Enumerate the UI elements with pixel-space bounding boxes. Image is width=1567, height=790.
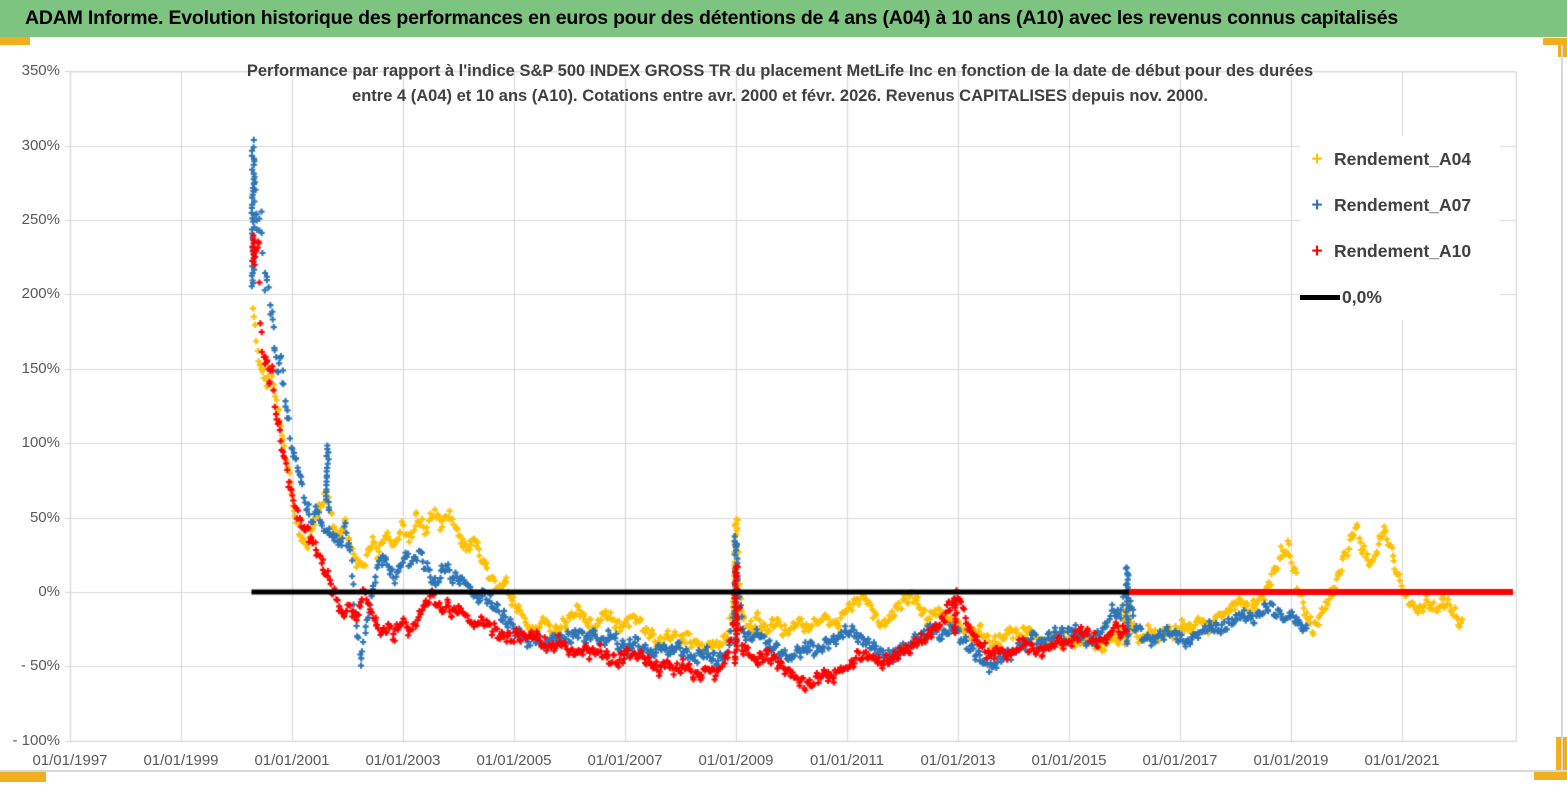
y-tick-label: 250% xyxy=(21,211,60,229)
plus-marker-icon: + xyxy=(1311,194,1323,216)
y-tick-label: 350% xyxy=(21,62,60,80)
y-tick-label: 200% xyxy=(21,285,60,303)
x-tick-label: 01/01/2021 xyxy=(1364,752,1440,769)
y-tick-label: - 50% xyxy=(20,657,60,675)
legend-label: Rendement_A07 xyxy=(1334,194,1472,215)
line-swatch-icon xyxy=(1300,294,1340,300)
x-tick-label: 01/01/2005 xyxy=(476,752,552,769)
chart-legend: + Rendement_A04 + Rendement_A07 + Rendement_A… xyxy=(1300,136,1500,320)
legend-item-0-0-: 0,0% xyxy=(1300,274,1500,320)
x-tick-label: 01/01/2011 xyxy=(810,752,884,769)
x-tick-label: 01/01/2019 xyxy=(1253,752,1329,769)
x-tick-label: 01/01/2015 xyxy=(1031,752,1107,769)
legend-item-rendement-a10: + Rendement_A10 xyxy=(1300,228,1500,274)
x-tick-label: 01/01/2013 xyxy=(920,752,996,769)
legend-item-rendement-a04: + Rendement_A04 xyxy=(1300,136,1500,182)
y-tick-label: 300% xyxy=(21,136,60,154)
x-tick-label: 01/01/1997 xyxy=(32,752,108,769)
x-tick-label: 01/01/2009 xyxy=(698,752,774,769)
y-tick-label: 0% xyxy=(38,583,60,600)
plus-marker-icon: + xyxy=(1311,240,1323,262)
x-tick-label: 01/01/2001 xyxy=(254,752,330,769)
y-tick-label: 100% xyxy=(21,434,60,452)
x-tick-label: 01/01/1999 xyxy=(143,752,219,769)
x-tick-label: 01/01/2017 xyxy=(1142,752,1218,769)
x-tick-label: 01/01/2007 xyxy=(587,752,663,769)
legend-item-rendement-a07: + Rendement_A07 xyxy=(1300,182,1500,228)
legend-label: Rendement_A10 xyxy=(1334,240,1472,261)
legend-label: Rendement_A04 xyxy=(1334,148,1472,169)
plus-marker-icon: + xyxy=(1311,148,1323,170)
y-tick-label: - 100% xyxy=(12,731,60,749)
y-tick-label: 150% xyxy=(21,359,60,377)
legend-label: 0,0% xyxy=(1342,286,1382,307)
chart-title-line2: entre 4 (A04) et 10 ans (A10). Cotations… xyxy=(352,87,1208,105)
y-tick-label: 50% xyxy=(29,508,60,526)
x-tick-label: 01/01/2003 xyxy=(365,752,441,769)
chart-title-line1: Performance par rapport à l'indice S&P 5… xyxy=(246,62,1314,80)
